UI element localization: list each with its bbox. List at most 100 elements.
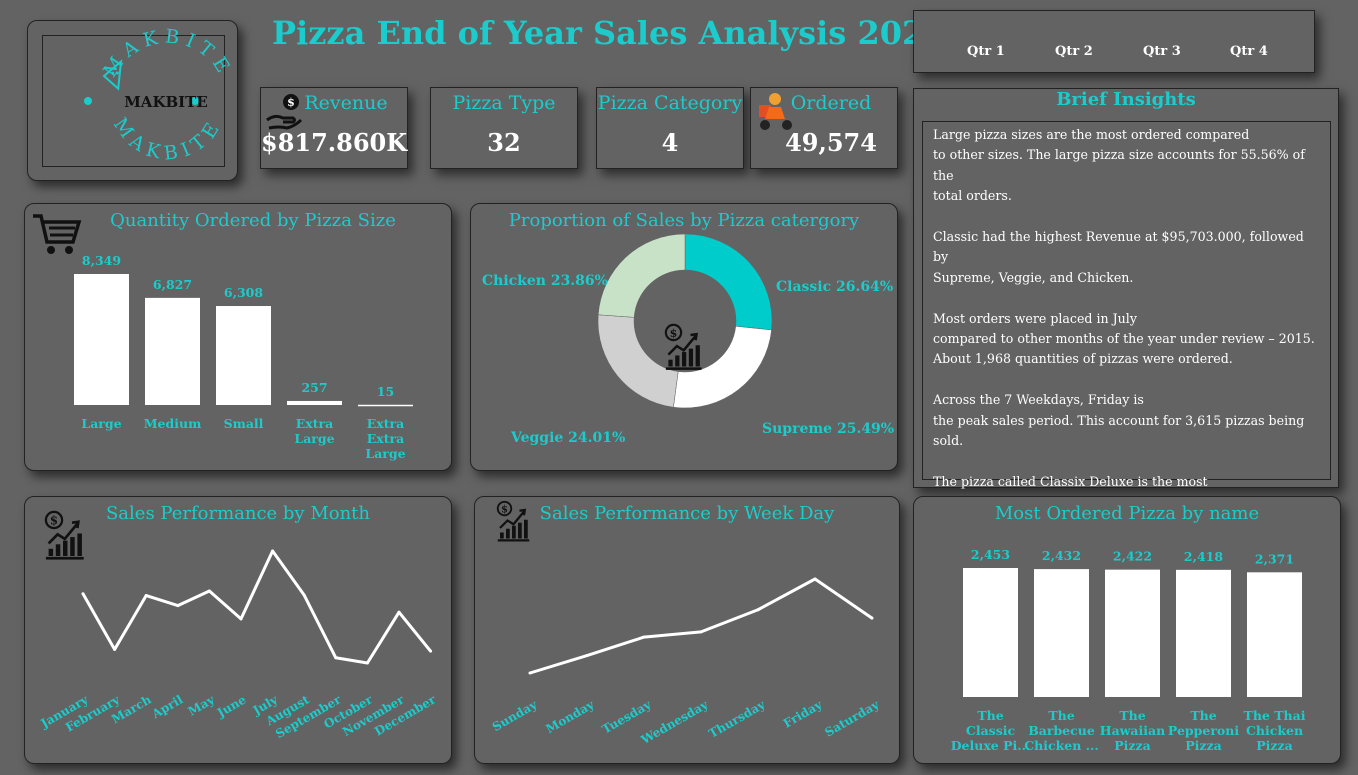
- data-point: [813, 577, 817, 581]
- bar-value-label: 2,432: [1042, 548, 1081, 563]
- data-point: [144, 594, 148, 598]
- pizza-slice-icon: [102, 59, 123, 91]
- delivery-scooter-icon: [759, 93, 792, 130]
- data-point: [271, 549, 275, 553]
- category-label: Large: [365, 446, 405, 461]
- insight-line: Classic had the highest Revenue at $95,7…: [933, 229, 1304, 265]
- axis-tick-label: Monday: [543, 697, 597, 736]
- size-chart-title: Quantity Ordered by Pizza Size: [110, 210, 396, 231]
- insight-line: Across the 7 Weekdays, Friday is: [933, 392, 1144, 408]
- series-line: [81, 549, 432, 665]
- pizza-name-chart-title: Most Ordered Pizza by name: [994, 503, 1260, 524]
- bar: [216, 306, 271, 405]
- pie-slice-label: Veggie 24.01%: [510, 430, 625, 446]
- category-label: Medium: [144, 416, 202, 431]
- bar-value-label: 2,422: [1113, 549, 1152, 564]
- weekday-chart-panel: Sales Performance by Week Day $ Sunday Mon…: [474, 496, 900, 764]
- kpi-revenue: $ Revenue $817.860K: [260, 87, 408, 169]
- kpi-revenue-label: Revenue: [304, 92, 388, 114]
- category-label: Chicken: [1246, 723, 1303, 738]
- category-label: Large: [81, 416, 121, 431]
- category-label: The: [977, 708, 1003, 723]
- data-point: [334, 656, 338, 660]
- kpi-ordered-value: 49,574: [785, 128, 877, 157]
- insight-line: Most orders were placed in July: [933, 310, 1137, 326]
- data-point: [585, 654, 589, 658]
- bar: [74, 274, 129, 405]
- growth-chart-icon: $: [496, 500, 530, 542]
- data-point: [699, 630, 703, 634]
- qtr-1-button[interactable]: Qtr 1: [967, 44, 1005, 59]
- series-line: [529, 577, 873, 675]
- category-donut-chart: Classic 26.64% Supreme 25.49% Veggie 24.01…: [482, 233, 894, 446]
- insight-paragraph: Large pizza sizes are the most ordered c…: [933, 125, 1320, 207]
- pie-slice-label: Supreme 25.49%: [762, 421, 894, 437]
- qtr-4-button[interactable]: Qtr 4: [1230, 44, 1268, 59]
- axis-tick-label: April: [149, 692, 186, 721]
- qtr-3-button[interactable]: Qtr 3: [1143, 44, 1181, 59]
- axis-tick-label: Friday: [781, 697, 826, 731]
- insights-panel: [913, 88, 1339, 488]
- insight-line: total orders.: [933, 188, 1012, 204]
- kpi-pizza-category-value: 4: [661, 128, 679, 157]
- data-point: [302, 593, 306, 597]
- month-chart-title: Sales Performance by Month: [105, 503, 371, 524]
- logo-panel: MAKBITE MAKBITE MAKBITE: [27, 20, 238, 181]
- growth-chart-icon: $: [664, 323, 702, 370]
- svg-text:$: $: [50, 514, 58, 528]
- insights-title: Brief Insights: [1056, 89, 1196, 110]
- category-label: The: [1119, 708, 1145, 723]
- pie-slice: [673, 325, 772, 409]
- insight-paragraph: Across the 7 Weekdays, Friday is the peak…: [933, 390, 1320, 451]
- kpi-ordered-label: Ordered: [790, 92, 872, 114]
- data-point: [365, 661, 369, 665]
- insight-line: to other sizes. The large pizza size acc…: [933, 147, 1305, 183]
- kpi-pizza-type: Pizza Type 32: [430, 87, 578, 169]
- category-label: Deluxe Pi...: [951, 738, 1031, 753]
- qtr-2-button[interactable]: Qtr 2: [1055, 44, 1093, 59]
- axis-tick-label: Saturday: [822, 697, 882, 740]
- pie-slice: [597, 233, 686, 318]
- svg-text:$: $: [670, 327, 678, 340]
- data-point: [429, 649, 433, 653]
- category-label: Pizza: [1256, 738, 1292, 753]
- category-label: Pepperoni: [1168, 723, 1239, 738]
- makbite-logo: MAKBITE MAKBITE MAKBITE: [84, 25, 231, 165]
- data-point: [870, 616, 874, 620]
- category-label: Small: [224, 416, 264, 431]
- insight-line: the peak sales period. This account for …: [933, 412, 1305, 449]
- data-point: [176, 604, 180, 608]
- kpi-pizza-category-label: Pizza Category: [597, 92, 743, 114]
- page-title: Pizza End of Year Sales Analysis 2022: [272, 14, 947, 52]
- pizza-name-chart-panel: Most Ordered Pizza by name 2,453 The Class…: [913, 496, 1341, 764]
- insight-line: About 1,968 quantities of pizzas were or…: [933, 351, 1233, 367]
- category-label: Hawaiian: [1100, 723, 1165, 738]
- data-point: [642, 635, 646, 639]
- bar-value-label: 2,371: [1255, 551, 1294, 566]
- insight-line: compared to other months of the year und…: [933, 331, 1315, 347]
- category-label: Pizza: [1185, 738, 1221, 753]
- bar: [1247, 572, 1302, 697]
- axis-tick-label: Thursday: [706, 697, 768, 741]
- svg-text:$: $: [501, 504, 508, 515]
- category-label: Extra: [367, 431, 404, 446]
- data-point: [397, 610, 401, 614]
- pie-slice-label: Classic 26.64%: [776, 279, 893, 295]
- svg-text:$: $: [287, 96, 295, 109]
- money-hand-icon: $: [266, 94, 303, 130]
- kpi-pizza-type-value: 32: [487, 128, 521, 157]
- category-chart-title: Proportion of Sales by Pizza catergory: [508, 210, 860, 231]
- kpi-pizza-type-label: Pizza Type: [452, 92, 556, 114]
- category-label: The Thai: [1244, 708, 1306, 723]
- bar: [1034, 569, 1089, 697]
- svg-text:MAKBITE: MAKBITE: [109, 114, 227, 165]
- data-point: [528, 671, 532, 675]
- insight-line: The pizza called Classix Deluxe is the m…: [933, 473, 1208, 489]
- insight-paragraph: Most orders were placed in July compared …: [933, 309, 1320, 370]
- category-label: Pizza: [1114, 738, 1150, 753]
- category-label: Barbecue: [1028, 723, 1095, 738]
- kpi-revenue-value: $817.860K: [261, 128, 408, 157]
- axis-tick-label: May: [186, 692, 218, 719]
